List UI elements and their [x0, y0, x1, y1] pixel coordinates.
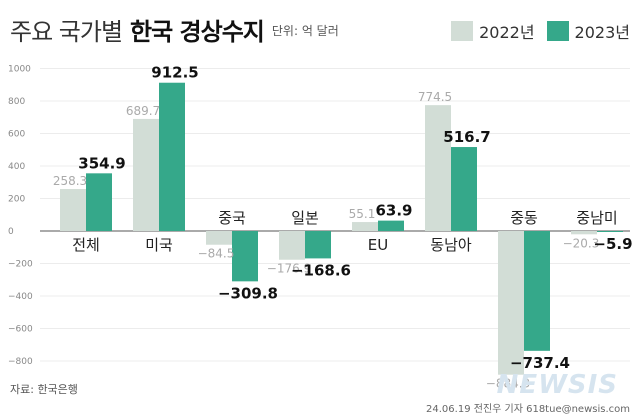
value-label-2023: −309.8 [218, 284, 278, 302]
bar-2023 [524, 231, 550, 351]
value-label-2022: −884.3 [486, 377, 530, 391]
legend-swatch-2022 [451, 21, 474, 41]
legend-label-2022: 2022년 [479, 23, 535, 42]
newsis-watermark: NEWSIS [496, 370, 618, 400]
title-main: 한국 경상수지 [130, 18, 265, 46]
bar-2022 [498, 231, 524, 375]
chart-title: 주요 국가별 한국 경상수지 단위: 억 달러 [10, 12, 339, 47]
category-label: EU [368, 236, 388, 254]
legend-item-2022: 2022년 [451, 19, 535, 43]
y-tick-label: 0 [8, 227, 14, 237]
value-label-2023: −5.9 [593, 235, 632, 253]
y-tick-label: 200 [8, 195, 25, 205]
value-label-2023: −168.6 [291, 261, 351, 279]
bar-2023 [597, 231, 623, 232]
category-label: 중동 [510, 209, 538, 227]
y-tick-label: 600 [8, 130, 25, 140]
source-note: 자료: 한국은행 [10, 383, 78, 396]
value-label-2023: 516.7 [443, 128, 490, 146]
value-label-2023: −737.4 [510, 354, 570, 372]
category-label: 중국 [218, 209, 246, 227]
bar-2022 [352, 222, 378, 231]
y-tick-label: −200 [8, 260, 33, 270]
legend-label-2023: 2023년 [574, 23, 630, 42]
legend: 2022년 2023년 [439, 19, 630, 43]
credit-line: 24.06.19 전진우 기자 618tue@newsis.com [426, 404, 630, 415]
category-label: 전체 [72, 236, 100, 254]
value-label-2023: 354.9 [78, 154, 125, 172]
bar-2022 [571, 231, 597, 235]
bar-2022 [206, 231, 232, 245]
category-label: 중남미 [576, 209, 617, 227]
value-label-2022: −20.3 [563, 236, 600, 250]
category-label: 동남아 [430, 236, 472, 254]
y-tick-label: 400 [8, 162, 25, 172]
bar-2023 [232, 231, 258, 282]
value-label-2022: 55.1 [349, 207, 376, 221]
y-tick-label: 1000 [8, 65, 31, 75]
value-label-2022: −84.5 [198, 247, 235, 261]
value-label-2022: 689.7 [126, 104, 160, 118]
y-tick-label: −800 [8, 357, 33, 367]
value-label-2022: −176.9 [267, 262, 311, 276]
y-tick-label: −600 [8, 325, 33, 335]
y-tick-label: 800 [8, 97, 25, 107]
bar-2022 [279, 231, 305, 260]
bar-2023 [305, 231, 331, 259]
title-prefix: 주요 국가별 [10, 18, 123, 46]
bar-2023 [86, 173, 112, 231]
value-label-2023: 912.5 [151, 64, 198, 82]
category-label: 미국 [145, 236, 173, 254]
value-label-2022: 774.5 [418, 90, 452, 104]
value-label-2022: 258.3 [53, 174, 87, 188]
bar-2023 [378, 220, 404, 231]
legend-item-2023: 2023년 [546, 19, 630, 43]
bar-2023 [159, 82, 185, 231]
unit-label: 단위: 억 달러 [271, 24, 339, 38]
legend-swatch-2023 [546, 21, 569, 41]
bar-2022 [60, 189, 86, 231]
bar-2022 [133, 118, 159, 231]
value-label-2023: 63.9 [375, 202, 412, 220]
category-label: 일본 [291, 209, 319, 227]
bar-2022 [425, 105, 451, 231]
y-tick-label: −400 [8, 292, 33, 302]
bar-2023 [451, 147, 477, 231]
